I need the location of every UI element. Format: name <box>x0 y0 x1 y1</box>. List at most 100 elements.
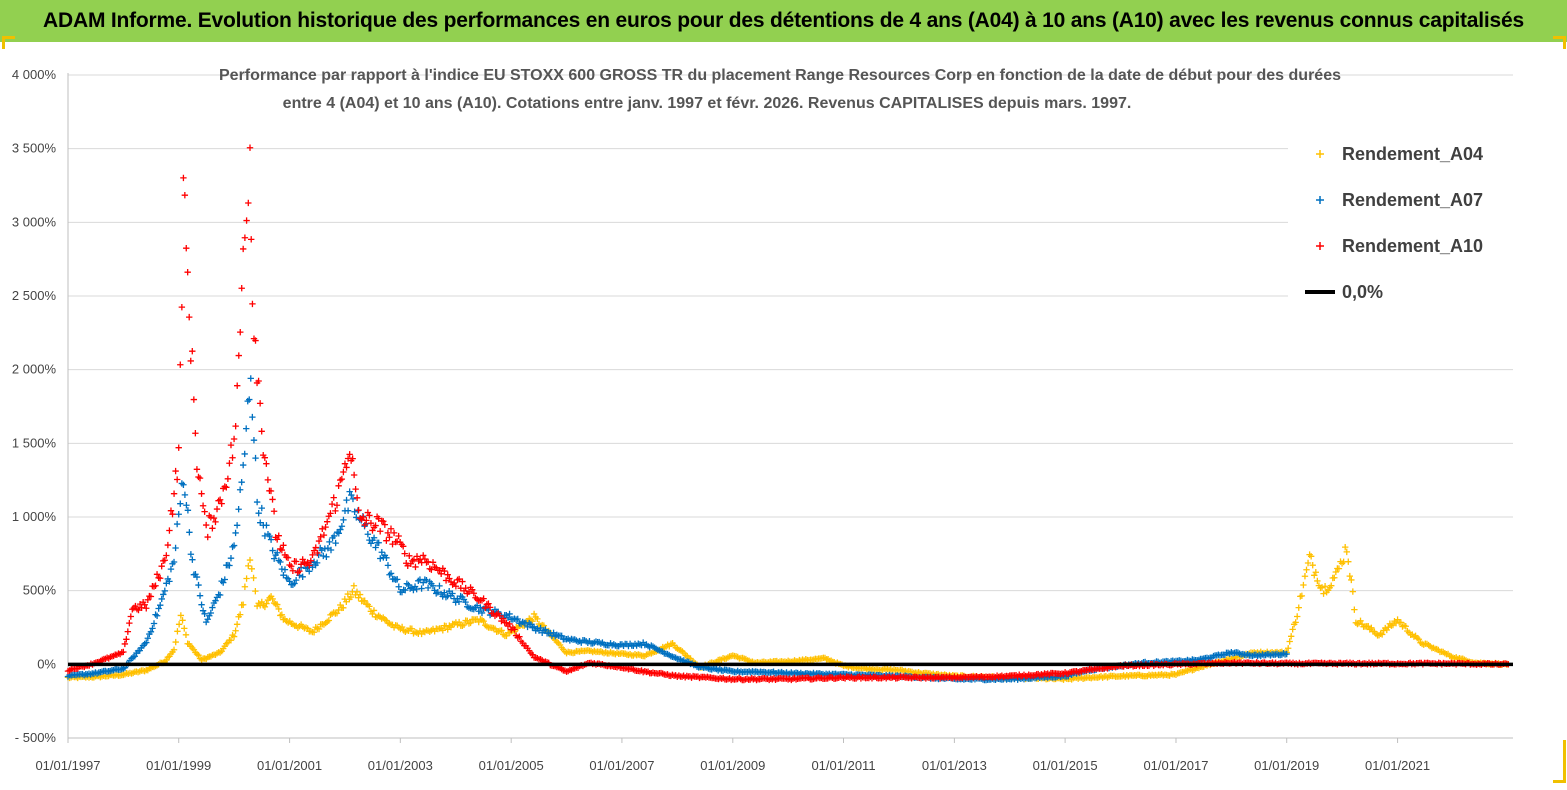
data-point <box>123 636 130 643</box>
data-point <box>377 555 384 562</box>
data-point <box>289 567 297 574</box>
data-point <box>126 619 133 627</box>
data-point <box>332 539 339 547</box>
data-point <box>164 541 172 549</box>
data-point <box>263 522 270 529</box>
data-point <box>1292 619 1299 626</box>
data-point <box>181 625 188 632</box>
data-point <box>314 549 321 557</box>
y-tick-label: 3 500% <box>12 141 57 156</box>
data-point <box>332 507 339 515</box>
data-point <box>256 400 264 407</box>
data-point <box>320 531 328 539</box>
data-point <box>312 544 319 551</box>
data-point <box>173 520 181 528</box>
data-point <box>394 576 401 583</box>
data-point <box>261 603 269 611</box>
data-point <box>1287 633 1295 640</box>
data-point <box>1365 623 1372 630</box>
data-point <box>241 583 249 590</box>
data-point <box>390 529 398 537</box>
data-point <box>352 485 359 493</box>
x-tick-label: 01/01/2015 <box>1033 758 1098 773</box>
data-point <box>387 570 395 577</box>
data-point <box>343 496 350 504</box>
data-point <box>220 579 227 586</box>
chart-title-line-2: entre 4 (A04) et 10 ans (A10). Cotations… <box>283 95 1132 112</box>
data-point <box>386 571 393 578</box>
x-tick-label: 01/01/2005 <box>479 758 544 773</box>
legend-background <box>1288 132 1513 317</box>
data-point <box>386 620 393 627</box>
data-point <box>315 537 323 545</box>
data-point <box>320 552 327 560</box>
y-tick-label: - 500% <box>15 730 57 745</box>
data-point <box>307 557 315 564</box>
data-point <box>434 589 442 596</box>
data-point <box>170 558 178 566</box>
frame-corner-top-right <box>1553 36 1566 49</box>
data-point <box>486 604 494 611</box>
data-point <box>1311 572 1318 579</box>
data-point <box>503 632 510 640</box>
data-point <box>452 583 460 590</box>
data-point <box>210 514 218 522</box>
data-point <box>158 563 165 570</box>
data-point <box>204 616 211 623</box>
data-point <box>726 675 733 682</box>
data-point <box>530 623 538 631</box>
data-point <box>274 601 281 608</box>
data-point <box>183 502 190 509</box>
data-point <box>1392 619 1400 627</box>
data-point <box>173 476 181 483</box>
data-point <box>243 575 250 582</box>
data-point <box>428 566 435 573</box>
data-point <box>317 533 324 541</box>
data-point <box>372 544 379 551</box>
data-point <box>460 621 468 629</box>
data-point <box>195 581 202 589</box>
data-point <box>223 484 230 491</box>
data-point <box>1320 590 1327 597</box>
data-point <box>326 538 333 546</box>
data-point <box>204 533 211 541</box>
data-point <box>1136 671 1143 679</box>
data-point <box>720 674 727 682</box>
data-point <box>348 491 355 499</box>
data-point <box>511 626 518 633</box>
data-point <box>193 466 201 473</box>
data-point <box>201 508 208 515</box>
data-point <box>315 625 323 633</box>
data-point <box>275 605 282 613</box>
data-point <box>267 536 275 543</box>
data-point <box>1298 592 1306 600</box>
data-point <box>252 337 259 344</box>
data-point <box>353 514 360 521</box>
data-point <box>241 234 249 241</box>
x-tick-label: 01/01/2009 <box>700 758 765 773</box>
x-tick-label: 01/01/2019 <box>1254 758 1319 773</box>
data-point <box>181 491 189 499</box>
data-point <box>232 627 239 634</box>
data-point <box>216 496 224 503</box>
legend: Rendement_A04 Rendement_A07 Rendement_A10 0… <box>1288 132 1513 317</box>
data-point <box>446 575 453 582</box>
data-point <box>386 534 393 541</box>
y-tick-label: 500% <box>23 583 57 598</box>
data-point <box>230 542 238 549</box>
data-point <box>327 510 334 517</box>
data-point <box>387 525 395 532</box>
x-tick-label: 01/01/2007 <box>589 758 654 773</box>
data-point <box>402 586 409 594</box>
data-point <box>258 598 265 606</box>
data-point <box>234 382 241 389</box>
data-point <box>366 512 373 519</box>
data-point <box>230 633 238 640</box>
data-point <box>189 347 196 355</box>
data-point <box>286 578 293 585</box>
data-point <box>248 236 255 243</box>
data-point <box>147 628 155 636</box>
data-point <box>429 559 437 566</box>
data-point <box>218 500 225 507</box>
data-point <box>221 576 228 583</box>
